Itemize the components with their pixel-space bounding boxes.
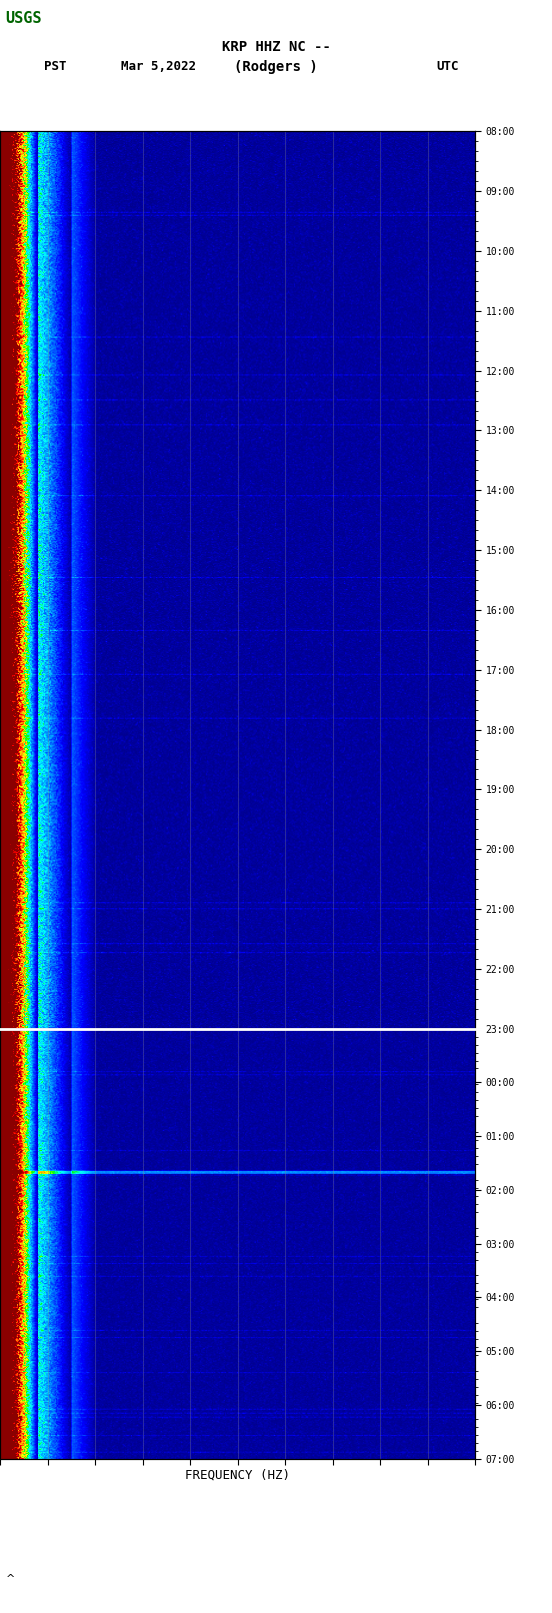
- Text: Mar 5,2022: Mar 5,2022: [121, 60, 197, 73]
- X-axis label: FREQUENCY (HZ): FREQUENCY (HZ): [185, 1468, 290, 1481]
- Text: USGS: USGS: [6, 11, 42, 26]
- Text: KRP HHZ NC --: KRP HHZ NC --: [221, 40, 331, 55]
- Text: (Rodgers ): (Rodgers ): [234, 60, 318, 74]
- Text: UTC: UTC: [436, 60, 459, 73]
- Text: PST: PST: [44, 60, 67, 73]
- Text: ^: ^: [6, 1574, 15, 1584]
